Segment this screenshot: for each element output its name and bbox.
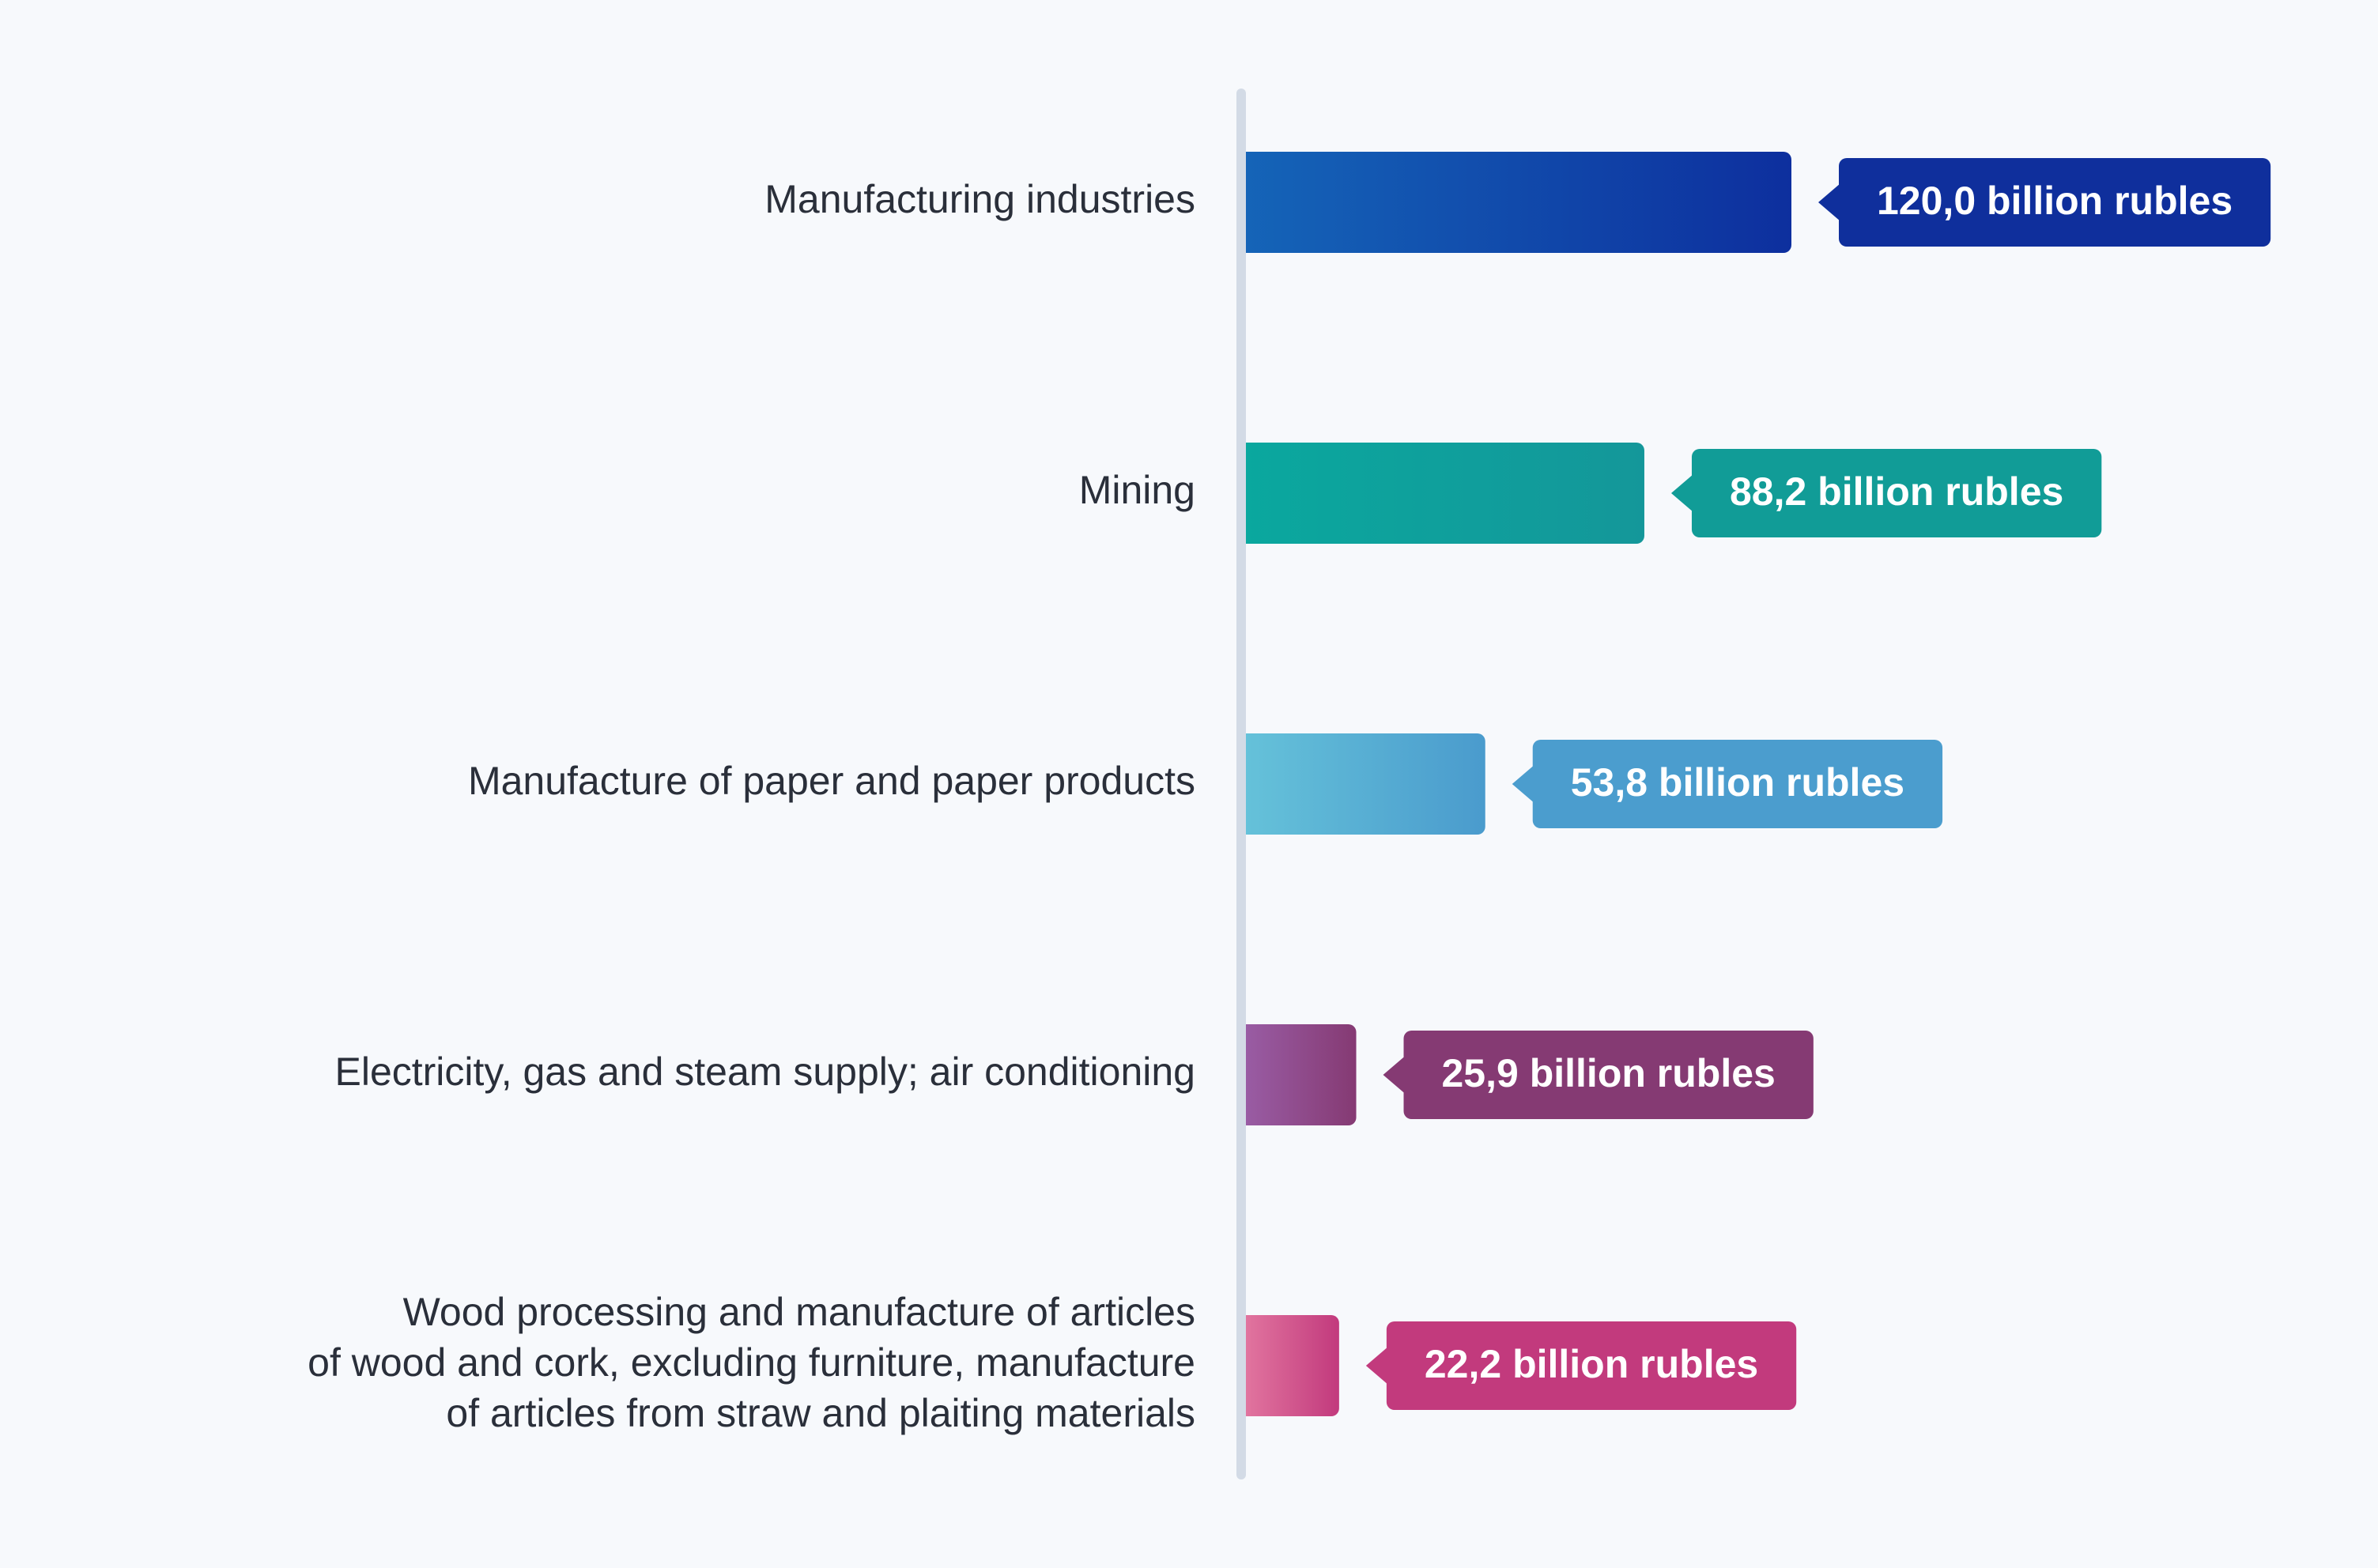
value-label-0: 120,0 billion rubles — [1877, 179, 2233, 223]
value-label-3: 25,9 billion rubles — [1442, 1051, 1776, 1095]
value-callout-0: 120,0 billion rubles — [1818, 158, 2271, 247]
y-axis-line — [1236, 89, 1246, 1479]
value-callout-3: 25,9 billion rubles — [1383, 1031, 1814, 1119]
category-label-2: Manufacture of paper and paper products — [468, 759, 1195, 803]
category-label-4: Wood processing and manufacture of artic… — [308, 1290, 1195, 1435]
value-callout-1: 88,2 billion rubles — [1670, 449, 2102, 537]
bar-2 — [1236, 733, 1485, 835]
bar-4 — [1236, 1315, 1339, 1416]
value-label-1: 88,2 billion rubles — [1730, 469, 2063, 514]
category-label-1: Mining — [1079, 468, 1195, 512]
bars-layer — [1236, 152, 1791, 1416]
bar-0 — [1236, 152, 1791, 253]
value-label-2: 53,8 billion rubles — [1571, 760, 1904, 805]
category-label-3: Electricity, gas and steam supply; air c… — [334, 1050, 1195, 1094]
labels-layer: Manufacturing industries 120,0 billion ru… — [308, 158, 2271, 1435]
category-label-0: Manufacturing industries — [764, 177, 1195, 221]
bar-1 — [1236, 443, 1644, 544]
value-label-4: 22,2 billion rubles — [1425, 1342, 1758, 1386]
bar-3 — [1236, 1024, 1357, 1125]
value-callout-4: 22,2 billion rubles — [1365, 1321, 1797, 1410]
value-callout-2: 53,8 billion rubles — [1512, 740, 1943, 828]
